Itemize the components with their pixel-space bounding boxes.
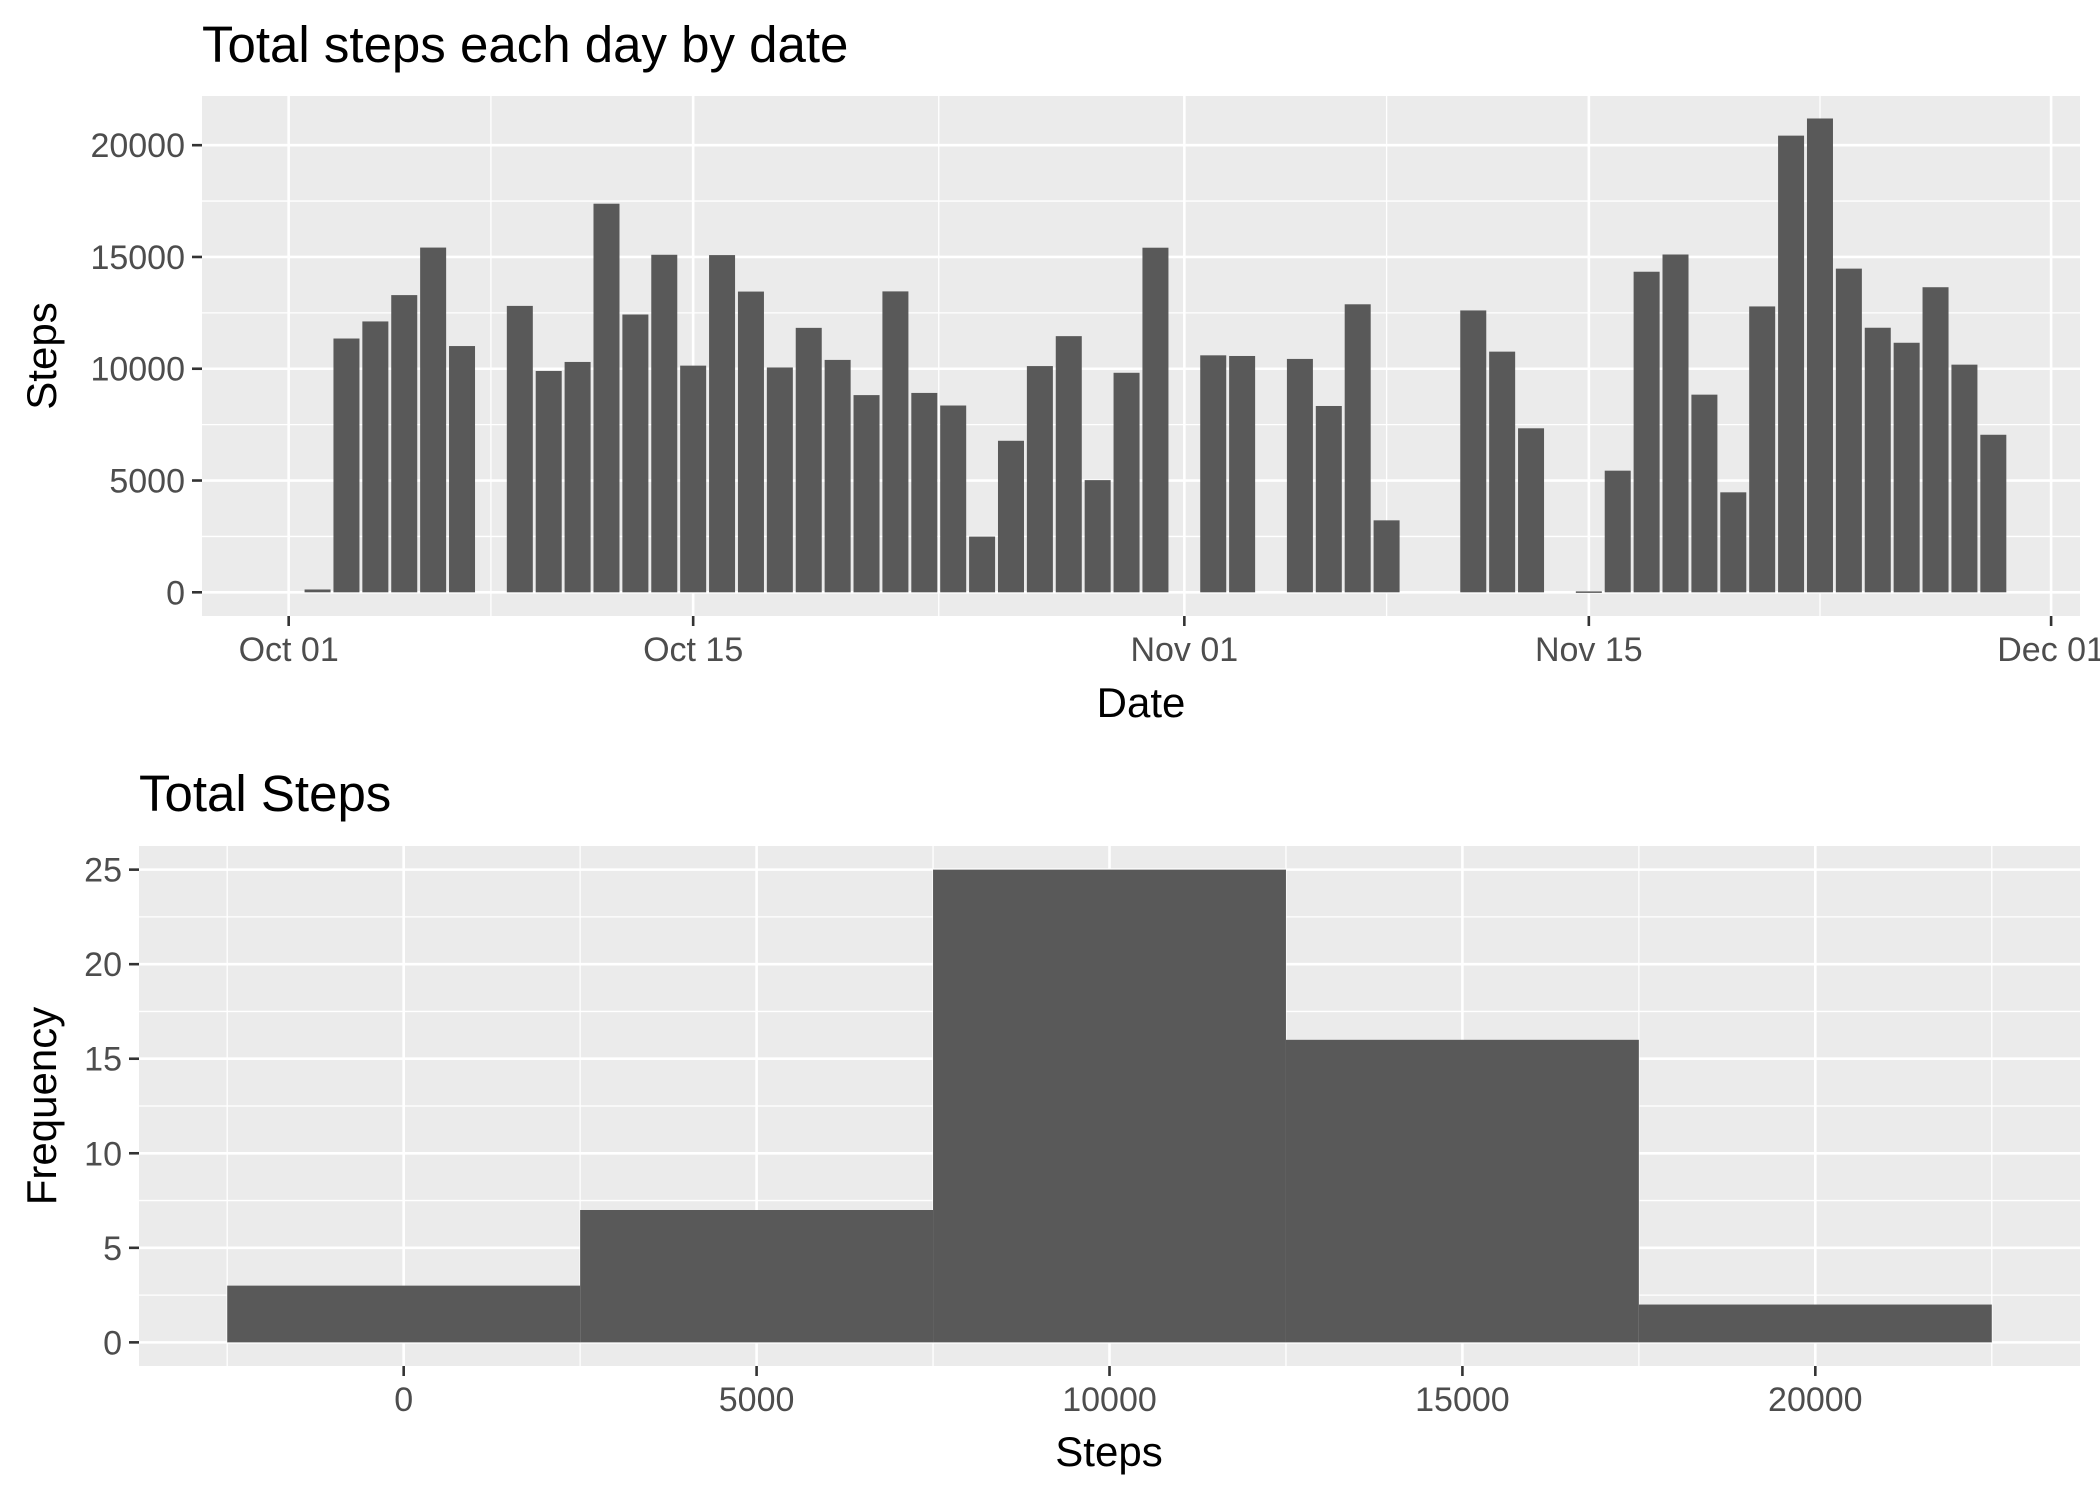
x-tick-label: Dec 01: [1997, 631, 2100, 669]
daily-steps-bar: [940, 405, 967, 593]
chart-title: Total Steps: [139, 765, 391, 822]
x-axis-title: Date: [1097, 679, 1186, 726]
daily-steps-bar: [766, 367, 793, 593]
y-axis-title: Steps: [18, 302, 65, 409]
daily-steps-bar: [1489, 351, 1516, 593]
daily-steps-bar: [622, 314, 649, 593]
histogram-bar: [580, 1210, 934, 1343]
x-tick-label: 10000: [1062, 1381, 1157, 1419]
daily-steps-bar: [1720, 492, 1747, 593]
x-tick-label: Oct 01: [239, 631, 339, 669]
daily-steps-bar: [1604, 470, 1631, 593]
y-tick-label: 10000: [90, 351, 185, 389]
daily-steps-bar: [1518, 428, 1545, 593]
daily-steps-bar: [362, 321, 389, 593]
y-tick-label: 5: [103, 1230, 122, 1268]
x-tick-label: Nov 15: [1535, 631, 1643, 669]
daily-steps-bar: [1315, 405, 1342, 593]
daily-steps-bar: [1893, 342, 1920, 593]
y-tick-label: 20000: [90, 127, 185, 165]
daily-steps-bar: [737, 291, 764, 593]
y-tick-label: 10: [84, 1135, 122, 1173]
daily-steps-bar: [1344, 304, 1371, 593]
daily-steps-bar: [969, 536, 996, 593]
daily-steps-bar: [593, 203, 620, 593]
daily-steps-bar: [1575, 591, 1602, 593]
daily-steps-bar: [1460, 310, 1487, 593]
y-tick-label: 25: [84, 852, 122, 890]
daily-steps-bar: [709, 255, 736, 593]
y-tick-labels: 0 5 10 15 20 25: [84, 852, 122, 1363]
histogram-bar: [1638, 1304, 1992, 1343]
y-axis-title: Frequency: [18, 1007, 65, 1205]
y-tick-label: 0: [103, 1324, 122, 1362]
daily-steps-bar: [1749, 306, 1776, 593]
daily-steps-bar: [853, 395, 880, 593]
x-tick-label: 0: [394, 1381, 413, 1419]
daily-steps-bar: [1864, 327, 1891, 593]
daily-steps-bar: [651, 254, 678, 593]
daily-steps-bar: [1084, 480, 1111, 593]
daily-steps-bar: [1229, 355, 1256, 593]
histogram-bar: [227, 1285, 581, 1343]
daily-steps-bar: [1951, 364, 1978, 593]
daily-steps-bar: [506, 305, 533, 593]
daily-steps-chart: Total steps each day by date Oct 01 Oct …: [18, 16, 2100, 726]
daily-steps-bar: [564, 361, 591, 593]
daily-steps-bar: [795, 327, 822, 593]
daily-steps-bar: [1026, 366, 1053, 593]
histogram-bars: [227, 869, 1992, 1343]
daily-steps-bar: [1806, 118, 1833, 593]
y-tick-label: 0: [166, 574, 185, 612]
daily-steps-bar: [911, 392, 938, 593]
daily-steps-bar: [333, 338, 360, 593]
steps-histogram-chart: Total Steps 0 5000 10000 15000 20000 0 5…: [18, 765, 2080, 1475]
daily-steps-bar: [882, 291, 909, 593]
y-tick-label: 20: [84, 946, 122, 984]
daily-steps-bar: [420, 247, 447, 593]
daily-steps-bar: [1980, 434, 2007, 593]
y-tick-label: 5000: [109, 463, 185, 501]
daily-steps-bar: [1691, 394, 1718, 593]
daily-steps-bar: [449, 346, 476, 593]
daily-steps-bar: [824, 359, 851, 593]
x-tick-label: 15000: [1415, 1381, 1510, 1419]
daily-steps-bar: [1373, 520, 1400, 593]
daily-steps-bar: [535, 370, 562, 593]
daily-steps-bar: [1633, 271, 1660, 593]
daily-steps-bar: [680, 365, 707, 593]
x-axis-title: Steps: [1055, 1428, 1162, 1475]
bars: [304, 118, 2007, 593]
axis-ticks: [129, 868, 1817, 1376]
y-tick-labels: 0 5000 10000 15000 20000: [90, 127, 185, 612]
daily-steps-bar: [1055, 336, 1082, 593]
daily-steps-bar: [1142, 247, 1169, 593]
daily-steps-bar: [1662, 254, 1689, 593]
histogram-bar: [1285, 1039, 1639, 1343]
chart-title: Total steps each day by date: [202, 16, 848, 73]
x-tick-label: 20000: [1768, 1381, 1863, 1419]
daily-steps-bar: [1922, 287, 1949, 593]
daily-steps-bar: [1113, 372, 1140, 593]
daily-steps-bar: [1286, 358, 1313, 593]
x-tick-label: Nov 01: [1130, 631, 1238, 669]
daily-steps-bar: [1200, 355, 1227, 593]
x-tick-labels: Oct 01 Oct 15 Nov 01 Nov 15 Dec 01: [239, 631, 2100, 669]
daily-steps-bar: [1778, 135, 1805, 593]
daily-steps-bar: [1835, 268, 1862, 593]
x-tick-label: Oct 15: [643, 631, 743, 669]
histogram-bar: [933, 869, 1286, 1343]
x-tick-label: 5000: [719, 1381, 795, 1419]
y-tick-label: 15000: [90, 239, 185, 277]
daily-steps-bar: [304, 589, 331, 593]
axis-ticks: [192, 143, 2053, 626]
daily-steps-bar: [997, 440, 1024, 593]
x-tick-labels: 0 5000 10000 15000 20000: [394, 1381, 1862, 1419]
daily-steps-bar: [391, 295, 418, 593]
y-tick-label: 15: [84, 1041, 122, 1079]
